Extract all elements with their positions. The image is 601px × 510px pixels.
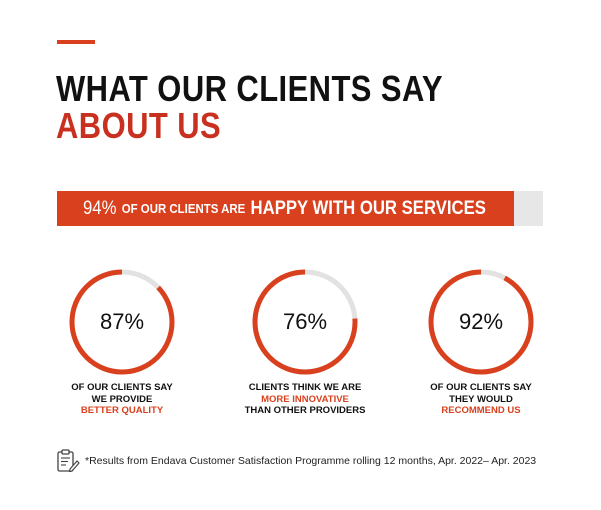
caption-line: WE PROVIDE [91, 393, 153, 405]
stat-caption: OF OUR CLIENTS SAY THEY WOULD RECOMMEND … [411, 382, 551, 417]
donut-chart [428, 269, 534, 375]
donut-chart [69, 269, 175, 375]
satisfaction-bar-fill [57, 191, 514, 226]
caption-line: THAN OTHER PROVIDERS [244, 405, 366, 416]
satisfaction-mid-text: OF OUR CLIENTS ARE [121, 201, 246, 216]
footnote: *Results from Endava Customer Satisfacti… [55, 448, 536, 474]
stat-more-innovative: 76% CLIENTS THINK WE ARE MORE INNOVATIVE… [235, 268, 375, 417]
ring-progress [69, 269, 175, 375]
caption-line: CLIENTS THINK WE ARE [248, 382, 362, 393]
donut-chart [252, 269, 358, 375]
title-line-1: WHAT OUR CLIENTS SAY [56, 68, 444, 109]
stat-recommend-us: 92% OF OUR CLIENTS SAY THEY WOULD RECOMM… [411, 268, 551, 417]
stat-caption: OF OUR CLIENTS SAY WE PROVIDE BETTER QUA… [52, 382, 192, 417]
clipboard-pencil-icon [57, 449, 80, 473]
stat-ring: 92% [427, 268, 535, 376]
caption-line: OF OUR CLIENTS SAY [430, 382, 532, 393]
accent-line [57, 40, 95, 44]
ring-progress [252, 269, 358, 375]
caption-highlight: MORE INNOVATIVE [261, 393, 349, 405]
stat-value: 76% [282, 309, 328, 334]
stat-ring: 76% [251, 268, 359, 376]
caption-line: THEY WOULD [449, 393, 513, 405]
caption-highlight: BETTER QUALITY [80, 405, 164, 416]
stat-value: 92% [458, 309, 504, 334]
satisfaction-bar-text: 94% OF OUR CLIENTS ARE HAPPY WITH OUR SE… [83, 191, 486, 226]
caption-highlight: RECOMMEND US [441, 405, 521, 416]
ring-progress [428, 269, 534, 375]
stat-better-quality: 87% OF OUR CLIENTS SAY WE PROVIDE BETTER… [52, 268, 192, 417]
caption-line: OF OUR CLIENTS SAY [71, 382, 173, 393]
page-title: WHAT OUR CLIENTS SAY ABOUT US [56, 70, 443, 144]
title-line-2: ABOUT US [56, 105, 222, 146]
satisfaction-bar: 94% OF OUR CLIENTS ARE HAPPY WITH OUR SE… [57, 191, 543, 226]
footnote-text: *Results from Endava Customer Satisfacti… [85, 455, 537, 467]
stat-value: 87% [99, 309, 145, 334]
stat-ring: 87% [68, 268, 176, 376]
satisfaction-highlight: HAPPY WITH OUR SERVICES [250, 197, 486, 219]
satisfaction-percent: 94% [83, 197, 117, 219]
stat-caption: CLIENTS THINK WE ARE MORE INNOVATIVE THA… [235, 382, 375, 417]
